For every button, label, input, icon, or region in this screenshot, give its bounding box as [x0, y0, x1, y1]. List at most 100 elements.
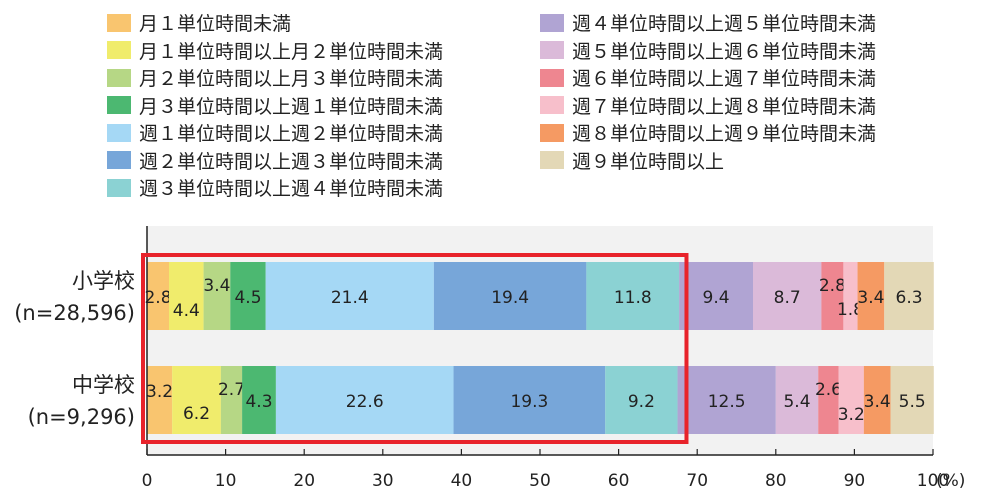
legend-item: 週６単位時間以上週７単位時間未満	[540, 65, 876, 90]
legend-swatch	[107, 41, 131, 59]
highlight-frame	[141, 253, 689, 444]
x-axis-unit: (%)	[936, 471, 965, 491]
legend-swatch	[540, 151, 564, 169]
legend-swatch	[107, 68, 131, 87]
bar-segment	[679, 262, 754, 330]
bar-segment	[753, 262, 822, 330]
bar-segment	[203, 262, 231, 330]
bar-segment	[818, 366, 839, 434]
data-label: 3.2	[838, 405, 865, 425]
legend-label: 月３単位時間以上週１単位時間未満	[139, 95, 444, 118]
data-label: 4.3	[245, 392, 272, 412]
data-label: 2.6	[815, 380, 842, 400]
bar-segment	[586, 262, 680, 330]
legend-item: 週４単位時間以上週５単位時間未満	[540, 10, 876, 35]
bar-segment	[843, 262, 858, 330]
data-label: 3.4	[857, 288, 884, 308]
legend-label: 週４単位時間以上週５単位時間未満	[572, 13, 877, 35]
legend-label: 週２単位時間以上週３単位時間未満	[139, 150, 444, 173]
bar-segment	[453, 366, 606, 434]
data-label: 2.7	[218, 380, 245, 400]
legend: 月１単位時間未満月１単位時間以上月２単位時間未満 月２単位時間以上月３単位時間未満…	[0, 10, 1000, 220]
data-label: 21.4	[331, 288, 369, 308]
data-label: 22.6	[346, 392, 384, 412]
data-label: 9.4	[703, 288, 730, 308]
bar-segment	[775, 366, 819, 434]
legend-swatch	[540, 123, 564, 142]
data-label: 3.4	[864, 392, 891, 412]
legend-label: 週３単位時間以上週４単位時間未満	[139, 178, 444, 200]
legend-swatch	[540, 41, 564, 59]
bar-segment	[265, 262, 434, 330]
bar-segment	[242, 366, 276, 434]
data-label: 3.4	[203, 276, 230, 296]
legend-swatch	[540, 13, 564, 32]
legend-label: 月１単位時間以上月２単位時間未満	[139, 40, 444, 63]
x-tick-label: 50	[529, 471, 551, 491]
data-label: 12.5	[708, 392, 746, 412]
legend-item: 週５単位時間以上週６単位時間未満	[540, 38, 876, 63]
legend-swatch	[540, 68, 564, 87]
legend-swatch	[107, 151, 131, 169]
bar-segment	[172, 366, 221, 434]
data-label: 2.8	[819, 276, 846, 296]
x-tick-label: 80	[765, 471, 787, 491]
data-label: 9.2	[628, 392, 655, 412]
x-tick-label: 10	[215, 471, 237, 491]
legend-item: 週２単位時間以上週３単位時間未満	[107, 148, 443, 173]
data-label: 19.4	[491, 288, 529, 308]
legend-label: 週７単位時間以上週８単位時間未満	[572, 95, 877, 118]
data-label: 19.3	[510, 392, 548, 412]
bar-segment	[821, 262, 844, 330]
legend-swatch	[107, 13, 131, 32]
legend-label: 週５単位時間以上週６単位時間未満	[572, 40, 877, 63]
bar-segment	[220, 366, 243, 434]
bar-segment	[605, 366, 678, 434]
legend-label: 週６単位時間以上週７単位時間未満	[572, 68, 877, 90]
x-tick-label: 20	[293, 471, 315, 491]
x-tick-label: 40	[451, 471, 473, 491]
legend-label: 週８単位時間以上週９単位時間未満	[572, 123, 877, 145]
data-label: 3.2	[146, 382, 173, 402]
data-label: 5.4	[783, 392, 810, 412]
x-tick-label: 100	[917, 471, 949, 491]
legend-item: 月１単位時間未満	[107, 10, 291, 35]
legend-label: 週１単位時間以上週２単位時間未満	[139, 123, 444, 145]
legend-label: 月１単位時間未満	[139, 13, 292, 35]
legend-label: 月２単位時間以上月３単位時間未満	[139, 68, 444, 90]
legend-swatch	[107, 123, 131, 142]
legend-swatch	[107, 96, 131, 114]
data-label: 11.8	[614, 288, 652, 308]
bar-segment	[169, 262, 204, 330]
data-label: 1.8	[837, 300, 864, 320]
x-tick-label: 30	[372, 471, 394, 491]
category-label: (n=28,596)	[14, 301, 135, 325]
data-label: 6.3	[896, 288, 923, 308]
data-label: 4.4	[173, 301, 200, 321]
x-tick-label: 0	[142, 471, 153, 491]
bar-segment	[147, 366, 173, 434]
bar-segment	[677, 366, 776, 434]
bar-segment	[433, 262, 587, 330]
category-label: 中学校	[72, 373, 135, 397]
bar-segment	[890, 366, 934, 434]
legend-swatch	[540, 96, 564, 114]
legend-item: 月１単位時間以上月２単位時間未満	[107, 38, 443, 63]
data-label: 5.5	[899, 392, 926, 412]
legend-item: 月２単位時間以上月３単位時間未満	[107, 65, 443, 90]
legend-item: 週７単位時間以上週８単位時間未満	[540, 93, 876, 118]
data-label: 6.2	[183, 404, 210, 424]
legend-item: 週１単位時間以上週２単位時間未満	[107, 120, 443, 145]
x-tick-label: 90	[844, 471, 866, 491]
x-tick-label: 70	[686, 471, 708, 491]
legend-item: 週８単位時間以上週９単位時間未満	[540, 120, 876, 145]
category-label: 小学校	[72, 269, 135, 293]
bar-segment	[147, 262, 170, 330]
data-label: 8.7	[774, 288, 801, 308]
bar-segment	[863, 366, 891, 434]
x-tick-label: 60	[608, 471, 630, 491]
data-label: 2.8	[144, 288, 171, 308]
data-label: 4.5	[234, 288, 261, 308]
category-label: (n=9,296)	[28, 405, 135, 429]
